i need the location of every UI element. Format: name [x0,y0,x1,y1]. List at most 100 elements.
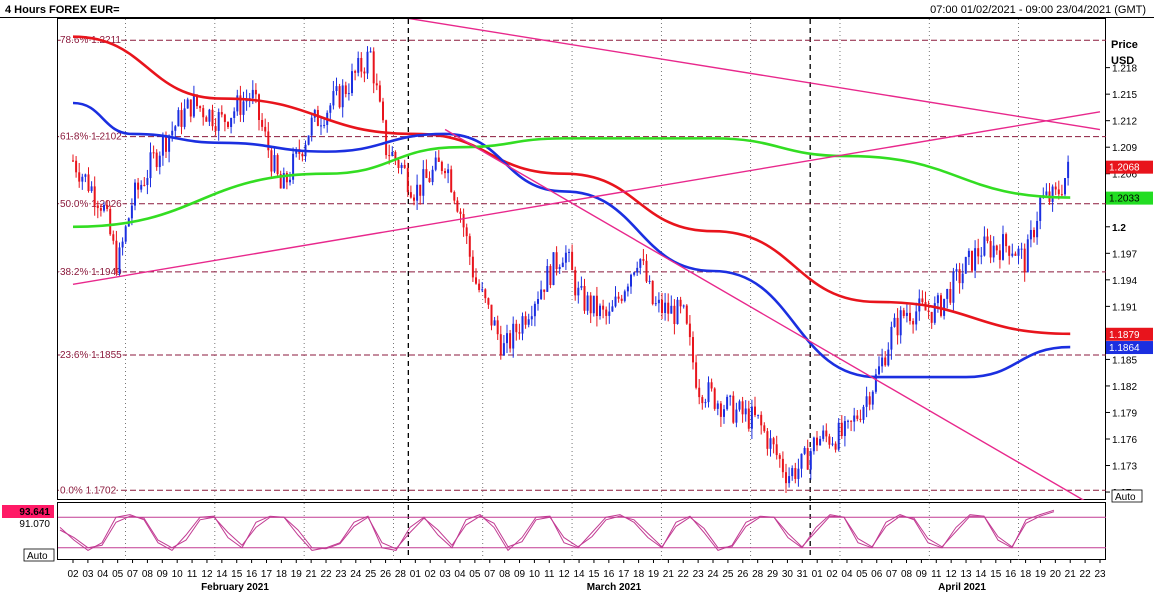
candle-body [1064,178,1066,195]
candle-body [791,468,794,477]
date-tick-label: 04 [97,569,109,580]
candle-body [214,126,217,131]
candle-body [230,117,233,127]
candle-body [465,227,468,237]
candle-body [797,468,800,479]
candle-body [803,448,806,454]
candle-body [760,414,763,426]
candle-body [416,184,419,201]
candle-body [1014,253,1017,256]
date-tick-label: 05 [856,569,868,580]
candle-body [208,109,211,122]
candle-body [707,382,710,403]
candle-body [487,298,490,305]
candle-body [682,305,685,307]
candle-body [499,334,502,356]
candle-body [158,155,161,168]
date-tick-label: 06 [871,569,883,580]
candle-body [533,303,536,317]
candle-body [261,119,264,127]
candle-body [667,302,670,314]
candle-body [366,51,369,74]
candle-body [747,408,750,429]
moving-average-blue [72,101,1071,379]
candle-body [106,204,109,209]
price-auto-button[interactable] [1111,489,1143,503]
candle-body [819,438,822,446]
chart-date-range: 07:00 01/02/2021 - 09:00 23/04/2021 (GMT… [930,4,1146,16]
trendline[interactable] [192,0,1101,131]
candle-body [757,414,760,416]
candle-body [614,296,617,307]
candle-body [375,83,378,86]
date-tick-label: 15 [588,569,600,580]
candle-body [555,252,558,269]
candle-body [571,251,574,271]
date-tick-label: 08 [901,569,913,580]
candle-body [168,135,171,152]
price-tick-label: 1.2 [1112,223,1126,234]
candle-body [490,304,493,326]
candle-body [413,197,415,201]
candle-body [171,130,174,136]
candle-body [537,299,539,304]
price-axis-title: Price [1111,39,1138,51]
candle-body [121,241,124,248]
trendline[interactable] [444,128,1100,510]
candle-body [341,85,344,108]
candle-body [186,99,189,109]
candle-body [871,391,874,405]
candle-body [220,112,223,115]
candle-body [881,357,884,367]
candle-body [239,95,242,115]
candle-body [99,208,102,211]
candle-body [583,286,586,311]
date-tick-label: 03 [82,569,94,580]
candle-body [1011,253,1014,256]
candle-body [874,374,877,392]
chart-title: 4 Hours FOREX EUR= [5,4,120,16]
date-tick-label: 12 [559,569,571,580]
candle-body [837,422,840,450]
candle-body [552,252,555,286]
date-tick-label: 03 [440,569,452,580]
candle-body [270,150,273,172]
candle-body [1008,246,1011,256]
candle-body [165,135,167,152]
date-tick-label: 19 [291,569,303,580]
candle-body [161,135,164,156]
oscillator-auto-button[interactable] [23,548,55,562]
candle-body [809,451,812,470]
candle-body [825,430,828,437]
price-tick-label: 1.194 [1112,276,1137,287]
date-tick-label: 18 [276,569,288,580]
date-tick-label: 22 [1080,569,1092,580]
candle-body [236,95,239,112]
fibonacci-label: 23.6% 1.1855 [60,350,122,361]
candle-body [543,289,546,292]
candle-body [338,86,341,108]
candle-body [524,316,527,325]
date-tick-label: 15 [990,569,1002,580]
candle-body [137,182,140,190]
date-tick-label: 18 [1020,569,1032,580]
candle-body [828,436,831,445]
candle-body [902,310,905,316]
candle-body [496,320,499,335]
trendline[interactable] [72,111,1101,285]
candle-body [227,121,229,127]
candle-body [1057,189,1060,195]
candle-body [515,323,518,333]
date-tick-label: 14 [573,569,585,580]
date-tick-label: 02 [425,569,437,580]
date-tick-label: 05 [112,569,124,580]
moving-average-red [72,35,1071,336]
candle-body [661,299,663,314]
candle-body [512,323,515,349]
candle-body [623,291,626,301]
date-tick-label: 09 [916,569,928,580]
candle-body [868,396,871,405]
candle-body [930,311,933,323]
candle-body [639,259,642,268]
